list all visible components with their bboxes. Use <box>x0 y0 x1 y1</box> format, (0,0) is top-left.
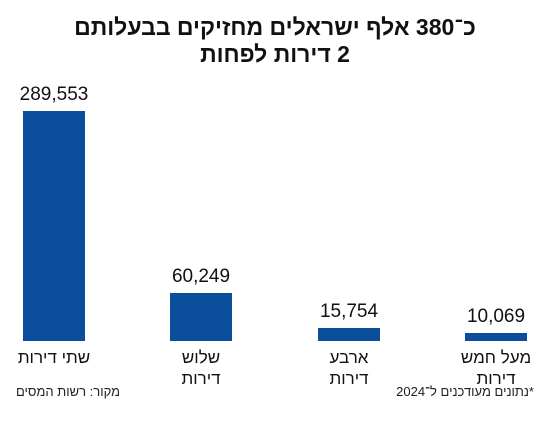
x-tick-label: שתי דירות <box>17 348 91 367</box>
source: מקור: רשות המסים <box>16 384 121 399</box>
note: *נתונים מעודכנים ל־2024 <box>396 384 534 399</box>
bar <box>170 293 232 341</box>
bar <box>23 111 85 341</box>
bar <box>318 328 380 341</box>
value-label: 60,249 <box>171 266 231 288</box>
bar <box>465 333 527 341</box>
value-label: 15,754 <box>319 301 379 323</box>
x-tick-label: מעל חמש דירות <box>460 348 532 388</box>
x-tick-label: ארבע דירות <box>329 348 369 388</box>
value-label: 289,553 <box>19 84 89 105</box>
chart-title: 2 דירות לפחות <box>200 41 350 67</box>
x-tick-label: שלוש דירות <box>181 348 221 388</box>
chart-title: כ־380 אלף ישראלים מחזיקים בבעלותם <box>74 14 476 40</box>
value-label: 10,069 <box>466 306 526 327</box>
